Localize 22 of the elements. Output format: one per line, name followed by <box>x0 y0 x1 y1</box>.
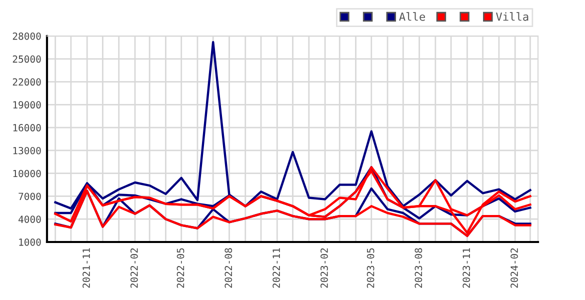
y-tick-label: 28000 <box>12 32 41 40</box>
x-tick-label: 2022-08 <box>224 248 232 288</box>
y-tick-label: 4000 <box>18 216 41 223</box>
y-tick-label: 7000 <box>18 192 41 200</box>
x-tick-label: 2022-11 <box>272 248 280 288</box>
y-tick-label: 10000 <box>13 170 41 178</box>
x-tick-label: 2023-11 <box>462 248 470 288</box>
y-tick-label: 13000 <box>13 146 41 154</box>
x-tick-label: 2023-05 <box>366 248 374 288</box>
legend-label: Villa <box>496 12 528 21</box>
legend-label: Alle <box>399 12 426 21</box>
x-tick-label: 2021-11 <box>82 248 90 288</box>
y-tick-label: 1000 <box>19 238 41 246</box>
y-tick-label: 25000 <box>12 55 41 63</box>
x-tick-label: 2022-02 <box>130 248 138 288</box>
x-tick-label: 2022-05 <box>176 248 184 288</box>
y-tick-label: 16000 <box>13 124 41 132</box>
x-tick-label: 2023-02 <box>320 248 328 288</box>
y-tick-label: 22000 <box>12 78 41 86</box>
x-tick-label: 2023-08 <box>414 248 422 288</box>
y-tick-label: 19000 <box>13 101 41 109</box>
x-tick-label: 2024-02 <box>510 248 518 288</box>
